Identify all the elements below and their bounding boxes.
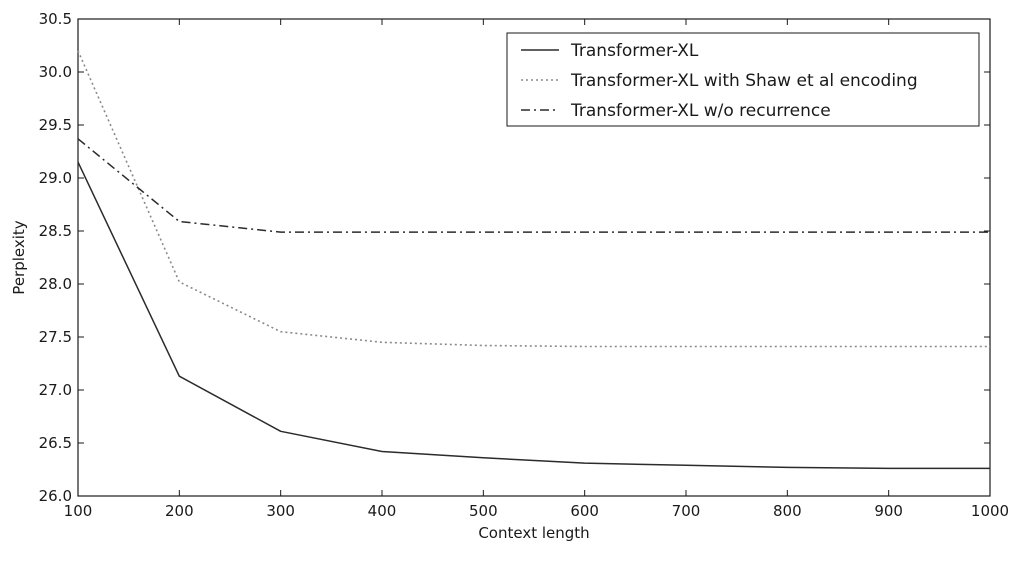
x-axis: 100 200 300 400 500 600 700 800 900 1000 [64, 19, 1009, 520]
series-group [77, 50, 990, 470]
y-tick-label: 26.0 [39, 487, 72, 505]
x-tick-label: 300 [266, 502, 295, 520]
x-tick-label: 500 [469, 502, 498, 520]
legend: Transformer-XL Transformer-XL with Shaw e… [506, 32, 980, 127]
x-tick-label: 100 [64, 502, 93, 520]
y-tick-label: 29.0 [39, 169, 72, 187]
legend-label-1: Transformer-XL [570, 41, 699, 61]
legend-label-2: Transformer-XL with Shaw et al encoding [570, 71, 918, 91]
x-tick-label: 900 [874, 502, 903, 520]
y-tick-label: 28.5 [39, 222, 72, 240]
y-axis-label: Perplexity [10, 220, 28, 294]
legend-box [506, 32, 980, 127]
y-tick-label: 27.5 [39, 328, 72, 346]
y-tick-label: 28.0 [39, 275, 72, 293]
y-axis: 26.0 26.5 27.0 27.5 28.0 28.5 29.0 29.5 30.0 30.5 [39, 10, 990, 505]
x-tick-label: 700 [672, 502, 701, 520]
legend-label-3: Transformer-XL w/o recurrence [570, 101, 831, 121]
series-line-3 [77, 138, 990, 233]
x-tick-label: 600 [570, 502, 599, 520]
plot-area [77, 18, 991, 497]
y-tick-label: 29.5 [39, 116, 72, 134]
x-axis-label: Context length [478, 524, 589, 542]
y-tick-label: 30.5 [39, 10, 72, 28]
plot-frame [77, 18, 991, 497]
series-line-1 [77, 161, 990, 470]
x-tick-label: 1000 [971, 502, 1009, 520]
x-tick-label: 800 [773, 502, 802, 520]
y-tick-label: 27.0 [39, 381, 72, 399]
x-tick-label: 400 [368, 502, 397, 520]
x-tick-label: 200 [165, 502, 194, 520]
y-tick-label: 30.0 [39, 63, 72, 81]
y-tick-label: 26.5 [39, 434, 72, 452]
